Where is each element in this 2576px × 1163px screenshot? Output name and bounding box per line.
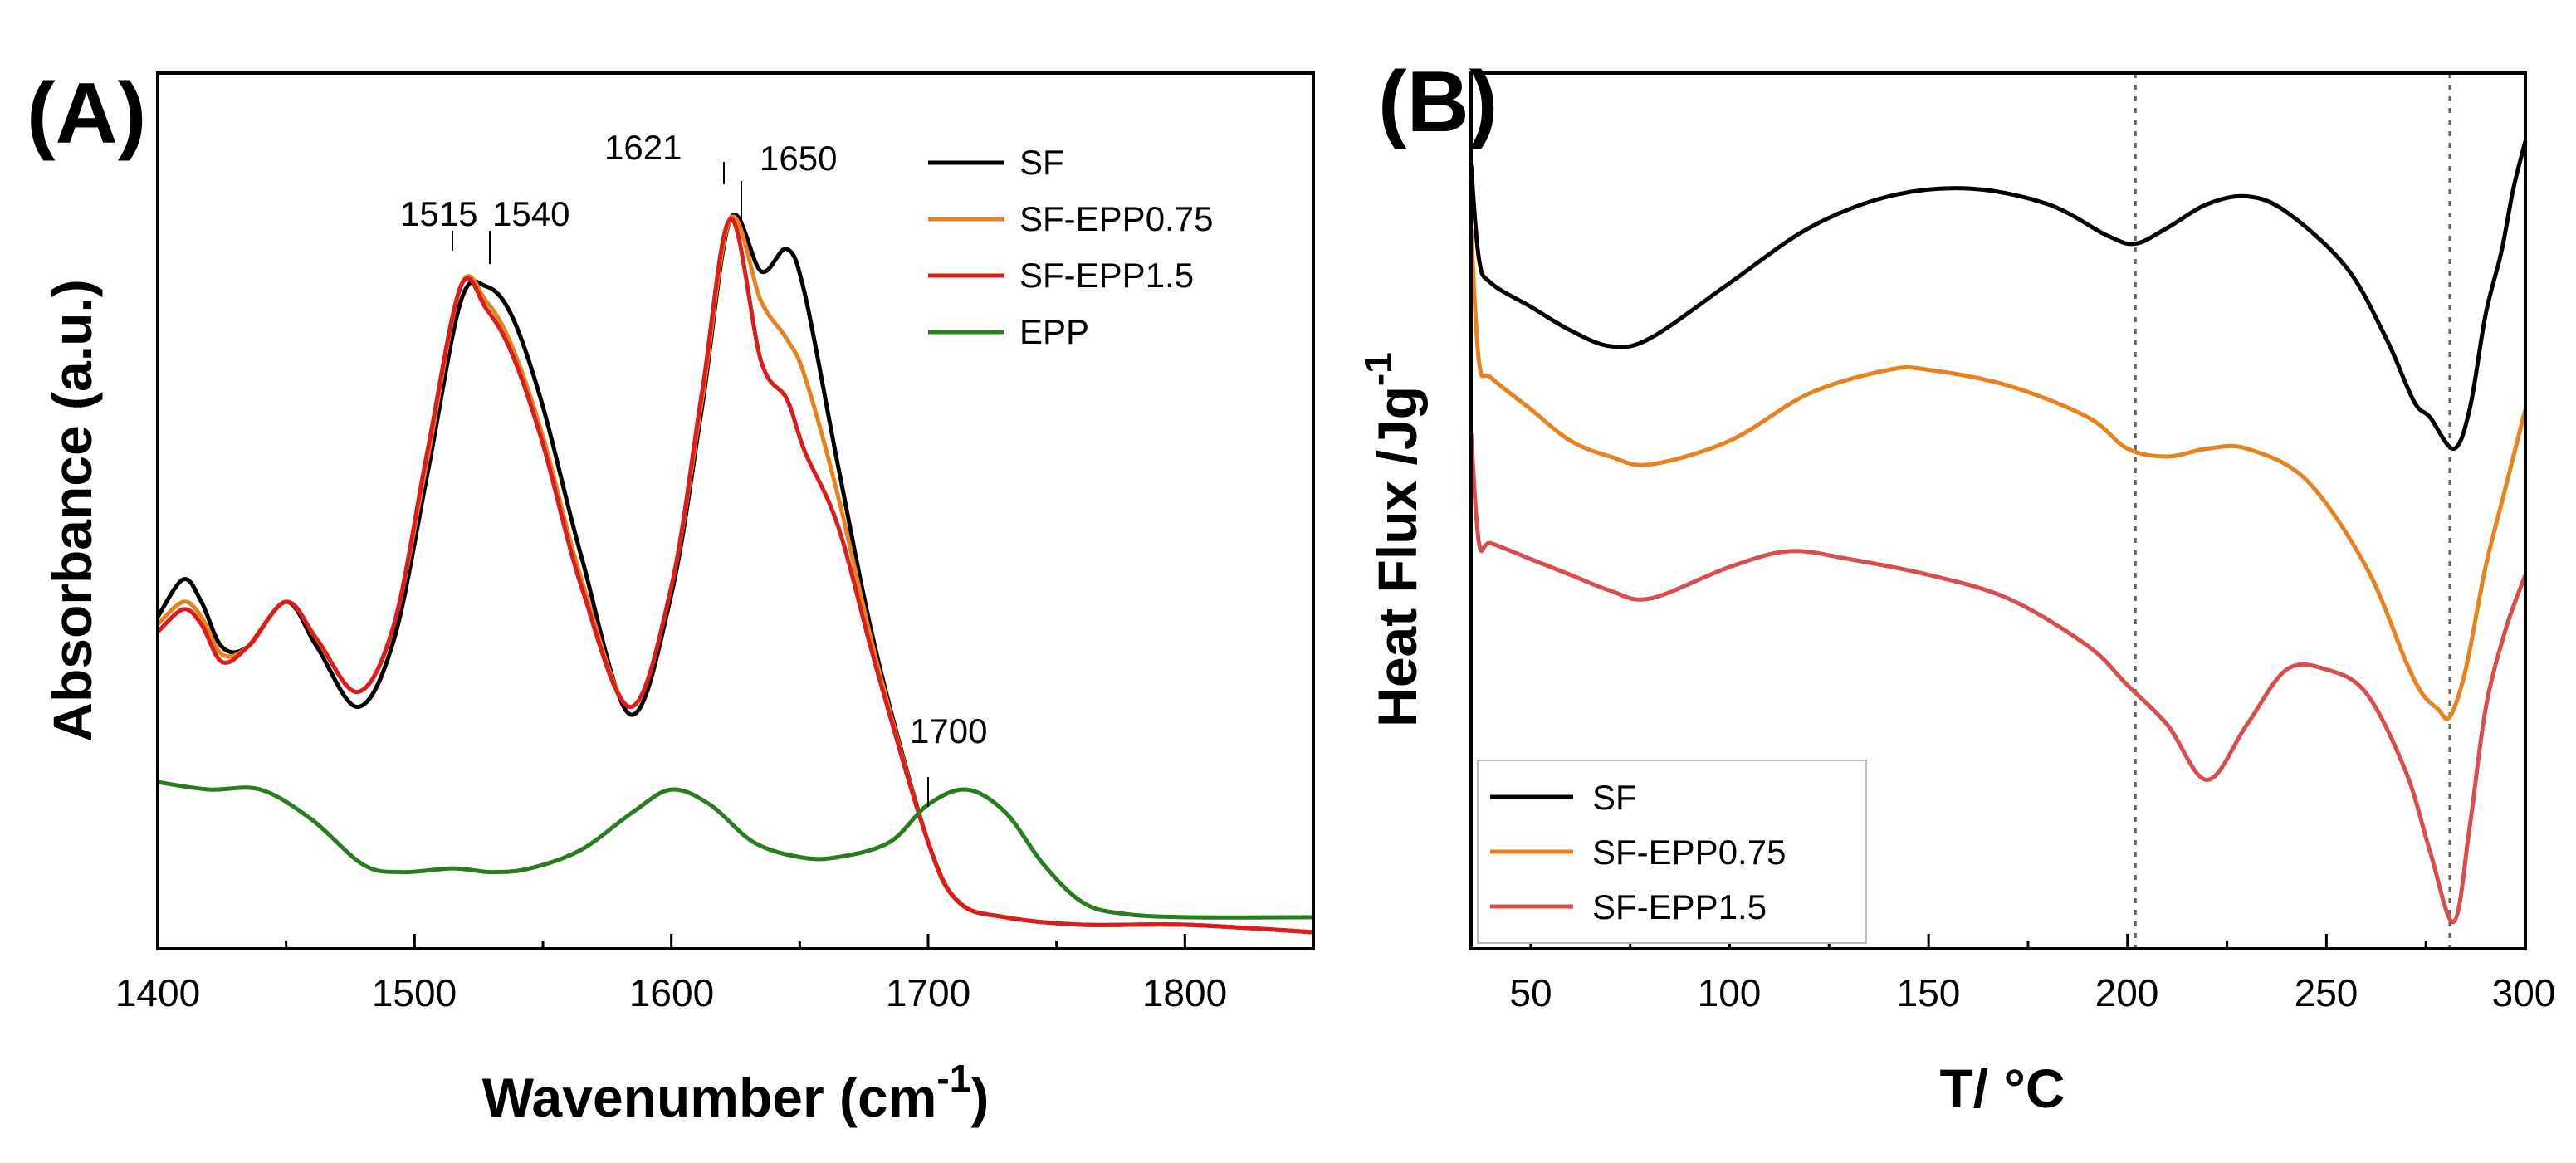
legend-label-sf-epp075: SF-EPP0.75 [1019, 199, 1213, 238]
legend-label-sf: SF [1592, 778, 1637, 817]
panel-b-y-axis-title: Heat Flux /Jg-1 [1356, 352, 1428, 727]
panel-a-label: (A) [27, 66, 146, 162]
panel-a-x-tick-label: 1400 [115, 971, 200, 1014]
panel-a-x-axis-title: Wavenumber (cm-1) [482, 1057, 990, 1128]
series-line-epp [157, 779, 1314, 920]
panel-b-series-group [1469, 140, 2528, 925]
legend-label-sf-epp075: SF-EPP0.75 [1592, 833, 1786, 872]
annotation-label-1700: 1700 [910, 711, 987, 750]
series-line-sf-epp075 [1469, 227, 2528, 721]
panel-a-xlabel-main: Wavenumber (cm [482, 1067, 937, 1128]
legend-label-sf-epp15: SF-EPP1.5 [1019, 256, 1194, 295]
panel-a-x-tick-label: 1500 [372, 971, 457, 1014]
panel-a-annotations: 1515 1540 1621 1650 1700 [400, 128, 987, 807]
annotation-label-1621: 1621 [604, 128, 682, 167]
panel-a-legend: SF SF-EPP0.75 SF-EPP1.5 EPP [928, 143, 1213, 351]
legend-label-sf: SF [1019, 143, 1064, 182]
panel-b-x-tick-label: 250 [2295, 971, 2358, 1014]
annotation-label-1650: 1650 [760, 139, 837, 178]
panel-a-x-tick-labels: 1400 1500 1600 1700 1800 [115, 971, 1227, 1014]
panel-a-axes-frame [156, 71, 1315, 950]
panel-b-vlines [2134, 73, 2451, 949]
panel-b-x-axis-title: T/ °C [1939, 1058, 2065, 1119]
panel-b-x-tick-label: 300 [2492, 971, 2556, 1014]
panel-b-legend: SF SF-EPP0.75 SF-EPP1.5 [1477, 760, 1867, 944]
panel-b-x-tick-labels: 50 100 150 200 250 300 [1509, 971, 2555, 1014]
series-line-sf [155, 213, 1314, 935]
panel-a-y-axis-title: Absorbance (a.u.) [42, 279, 103, 741]
panel-a-xlabel-sup: -1 [936, 1057, 970, 1100]
panel-b: (B) 50 100 150 200 250 300 T/ °C Heat Fl… [1356, 54, 2555, 1119]
panel-b-ylabel-sup: -1 [1356, 352, 1400, 386]
series-line-sf-epp15 [1469, 432, 2528, 925]
panel-a-xlabel-close: ) [970, 1067, 989, 1128]
legend-label-sf-epp15: SF-EPP1.5 [1592, 887, 1767, 926]
series-line-sf-epp15 [156, 217, 1314, 935]
panel-a-x-tick-label: 1700 [886, 971, 970, 1014]
panel-b-label: (B) [1378, 54, 1498, 150]
panel-a-series-group [155, 213, 1314, 935]
panel-a-x-tick-label: 1600 [629, 971, 714, 1014]
panel-a: (A) 1400 1500 1600 1700 1800 Wavenumber … [27, 66, 1315, 1128]
annotation-label-1515: 1515 [400, 194, 477, 233]
panel-b-x-tick-label: 150 [1897, 971, 1961, 1014]
panel-b-x-tick-label: 100 [1698, 971, 1762, 1014]
panel-b-x-tick-label: 200 [2095, 971, 2159, 1014]
panel-b-x-tick-label: 50 [1509, 971, 1552, 1014]
legend-label-epp: EPP [1019, 312, 1089, 351]
series-line-sf [1469, 140, 2528, 451]
panel-b-ylabel-main: Heat Flux /Jg [1366, 386, 1428, 727]
panel-a-x-tick-label: 1800 [1142, 971, 1227, 1014]
panel-a-ticks [156, 934, 1315, 949]
panel-b-axes-frame [1469, 71, 2527, 950]
annotation-label-1540: 1540 [492, 194, 569, 233]
